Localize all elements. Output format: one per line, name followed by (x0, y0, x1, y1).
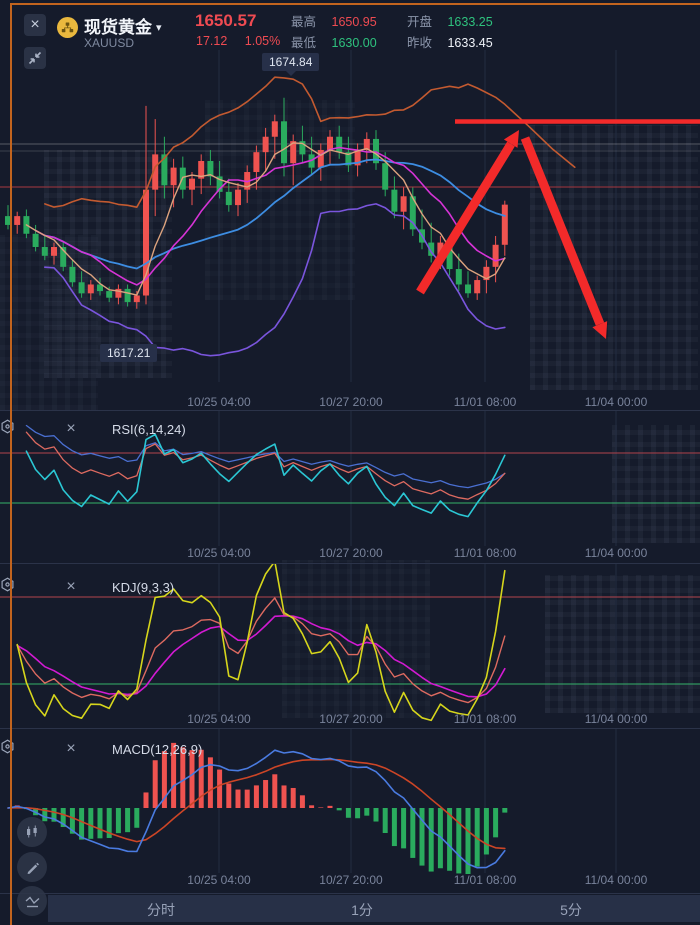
low-price-annotation: 1617.21 (100, 344, 158, 362)
close-icon: × (30, 16, 40, 33)
time-axis: 10/25 04:00 10/27 20:00 11/01 08:00 11/04 0… (0, 395, 700, 411)
open-value: 1633.25 (447, 15, 493, 29)
axis-tick: 10/27 20:00 (319, 395, 383, 409)
timeframe-tick-chart[interactable]: 分时 (147, 902, 175, 918)
panel-divider (0, 410, 700, 411)
symbol-dropdown[interactable]: 现货黄金 ▾ (84, 13, 162, 38)
low-value: 1630.00 (331, 36, 377, 50)
axis-tick: 10/27 20:00 (319, 546, 383, 560)
skyline-watermark (545, 575, 700, 713)
timeframe-bar: 分时 1分 5分 (48, 895, 700, 922)
axis-tick: 11/01 08:00 (453, 395, 517, 409)
collapse-icon (28, 51, 42, 65)
time-axis: 10/25 04:00 10/27 20:00 11/01 08:00 11/04 0… (0, 546, 700, 562)
indicator-button[interactable] (17, 886, 47, 916)
high-label: 最高 (291, 15, 317, 29)
axis-tick: 11/01 08:00 (453, 546, 517, 560)
symbol-name: 现货黄金 (84, 18, 152, 37)
skyline-watermark (0, 235, 98, 410)
macd-chart[interactable] (0, 728, 700, 893)
timeframe-1min[interactable]: 1分 (351, 902, 373, 918)
time-axis: 10/25 04:00 10/27 20:00 11/01 08:00 11/04 0… (0, 873, 700, 889)
macd-label: MACD(12,26,9) (112, 741, 203, 757)
panel-divider (0, 893, 700, 894)
axis-tick: 11/01 08:00 (453, 873, 517, 887)
close-button[interactable]: × (24, 14, 46, 36)
high-value: 1650.95 (331, 15, 377, 29)
open-label: 开盘 (406, 15, 432, 29)
rsi-label: RSI(6,14,24) (112, 421, 186, 437)
candlestick-icon (27, 825, 37, 838)
axis-tick: 10/27 20:00 (319, 712, 383, 726)
kdj-chart[interactable] (0, 563, 700, 728)
oscillator-icon (25, 895, 39, 907)
prevclose-value: 1633.45 (447, 36, 493, 50)
candlestick-chart[interactable] (0, 50, 700, 396)
panel-divider (0, 563, 700, 564)
rsi-panel: × RSI(6,14,24) 10/25 04:00 10/27 20:00 11/… (0, 410, 700, 563)
macd-close-icon[interactable]: × (66, 740, 76, 757)
prevclose-label: 昨收 (406, 36, 432, 50)
axis-tick: 10/25 04:00 (187, 873, 251, 887)
rsi-close-icon[interactable]: × (66, 420, 76, 437)
draw-tool-button[interactable] (17, 852, 47, 882)
axis-tick: 11/04 00:00 (584, 873, 648, 887)
change-percent: 1.05% (244, 34, 281, 48)
axis-tick: 11/01 08:00 (453, 712, 517, 726)
kdj-panel: × KDJ(9,3,3) 10/25 04:00 10/27 20:00 11/01… (0, 563, 700, 728)
low-label: 最低 (291, 36, 317, 50)
chart-type-button[interactable] (17, 817, 47, 847)
session-stats: 最高 1650.95 开盘 1633.25 最低 1630.00 昨收 1633… (291, 12, 519, 54)
main-chart-panel: 1674.84 1617.21 10/25 04:00 10/27 20:00 11… (0, 50, 700, 410)
header: × 现货黄金 ▾ XAUUSD 1650.5 (0, 0, 700, 69)
rsi-chart[interactable] (0, 410, 700, 563)
kdj-close-icon[interactable]: × (66, 578, 76, 595)
pencil-icon (27, 862, 39, 874)
skyline-watermark (282, 560, 430, 718)
price-change: 17.12 1.05% (196, 34, 280, 48)
gold-coin-icon (57, 17, 78, 38)
axis-tick: 11/04 00:00 (584, 712, 648, 726)
timeframe-5min[interactable]: 5分 (560, 902, 582, 918)
last-price: 1650.57 (195, 11, 257, 30)
panel-divider (0, 728, 700, 729)
axis-tick: 11/04 00:00 (584, 395, 648, 409)
axis-tick: 11/04 00:00 (584, 546, 648, 560)
change-value: 17.12 (196, 34, 228, 48)
macd-panel: × MACD(12,26,9) 10/25 04:00 10/27 20:00 11… (0, 728, 700, 893)
skyline-watermark (530, 125, 698, 390)
axis-tick: 10/25 04:00 (187, 546, 251, 560)
kdj-label: KDJ(9,3,3) (112, 579, 175, 595)
axis-tick: 10/27 20:00 (319, 873, 383, 887)
time-axis: 10/25 04:00 10/27 20:00 11/01 08:00 11/04 0… (0, 712, 700, 728)
skyline-watermark (612, 425, 700, 543)
high-price-annotation: 1674.84 (262, 53, 320, 71)
chevron-down-icon: ▾ (156, 22, 162, 34)
symbol-code: XAUUSD (84, 36, 135, 50)
axis-tick: 10/25 04:00 (187, 712, 251, 726)
collapse-button[interactable] (24, 47, 46, 69)
axis-tick: 10/25 04:00 (187, 395, 251, 409)
